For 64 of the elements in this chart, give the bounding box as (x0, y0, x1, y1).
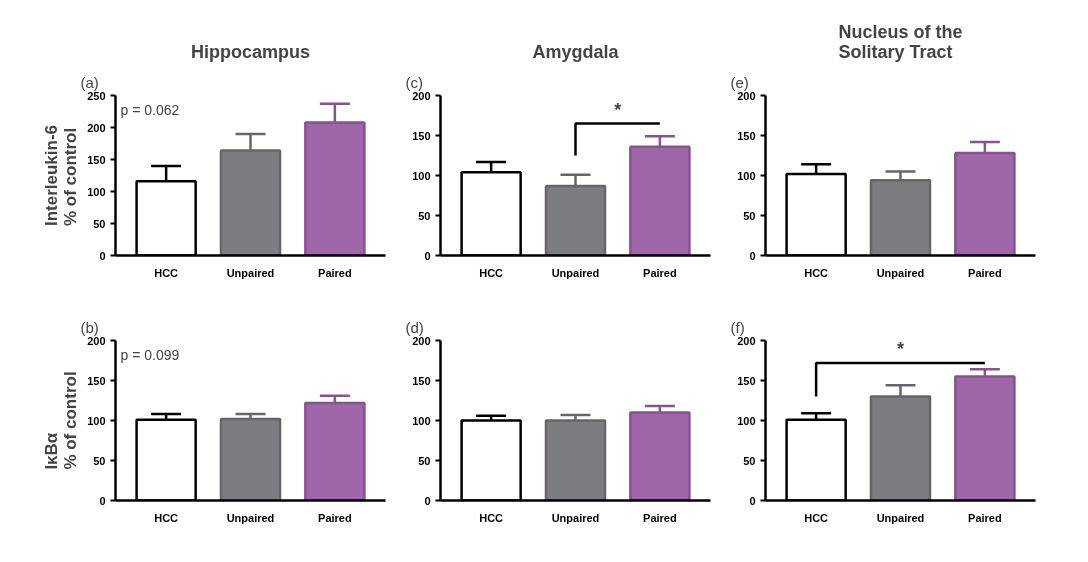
chart-subtitle: (c) (405, 73, 423, 91)
chart-subtitle: (d) (405, 318, 424, 336)
y-axis-title: IκBα % of control (41, 371, 80, 470)
y-tick-label: 0 (749, 249, 756, 262)
y-tick-label: 50 (743, 454, 756, 467)
y-tick-label: 50 (418, 209, 431, 222)
y-tick-label: 150 (87, 374, 106, 387)
x-tick-label: Paired (318, 511, 352, 524)
x-tick-label: Unpaired (551, 511, 600, 524)
x-tick-label: Unpaired (876, 266, 925, 279)
y-tick-label: 250 (87, 89, 106, 102)
x-tick-label: Paired (643, 511, 677, 524)
y-tick-label: 100 (737, 169, 756, 182)
x-tick-label: HCC (804, 266, 829, 279)
y-tick-label: 100 (87, 185, 106, 198)
y-tick-label: 0 (99, 249, 106, 262)
x-tick-label: HCC (154, 511, 179, 524)
y-tick-label: 50 (93, 217, 106, 230)
y-tick-label: 100 (412, 169, 431, 182)
chart-title: Amygdala (532, 41, 620, 62)
chart-title: Nucleus of the Solitary Tract (838, 21, 963, 62)
y-tick-label: 0 (99, 494, 106, 507)
y-tick-label: 150 (412, 129, 431, 142)
annotation: p = 0.099 (120, 346, 180, 363)
x-tick-label: HCC (479, 266, 504, 279)
y-tick-label: 100 (412, 414, 431, 427)
y-tick-label: 100 (737, 414, 756, 427)
chart-subtitle: (a) (80, 73, 99, 91)
chart-title: Hippocampus (190, 41, 311, 62)
x-tick-label: Unpaired (226, 266, 275, 279)
y-tick-label: 200 (87, 334, 106, 347)
x-tick-label: Unpaired (226, 511, 275, 524)
x-tick-label: HCC (154, 266, 179, 279)
x-tick-label: Paired (968, 511, 1002, 524)
annotation: p = 0.062 (120, 101, 180, 118)
x-tick-label: Paired (643, 266, 677, 279)
y-tick-label: 50 (418, 454, 431, 467)
annotation: * (897, 338, 905, 359)
y-tick-label: 0 (424, 249, 431, 262)
x-tick-label: HCC (804, 511, 829, 524)
y-tick-label: 200 (737, 89, 756, 102)
y-tick-label: 0 (749, 494, 756, 507)
y-tick-label: 150 (412, 374, 431, 387)
y-tick-label: 100 (87, 414, 106, 427)
annotation: * (614, 99, 622, 120)
y-tick-label: 200 (412, 334, 431, 347)
x-tick-label: Unpaired (551, 266, 600, 279)
y-tick-label: 150 (737, 129, 756, 142)
y-axis-title: Interleukin-6 % of control (41, 124, 80, 227)
y-tick-label: 200 (737, 334, 756, 347)
chart-subtitle: (e) (730, 73, 749, 91)
chart-subtitle: (f) (730, 318, 745, 336)
x-tick-label: Paired (318, 266, 352, 279)
y-tick-label: 150 (737, 374, 756, 387)
y-tick-label: 200 (87, 121, 106, 134)
y-tick-label: 50 (93, 454, 106, 467)
x-tick-label: Paired (968, 266, 1002, 279)
y-tick-label: 200 (412, 89, 431, 102)
y-tick-label: 0 (424, 494, 431, 507)
y-tick-label: 150 (87, 153, 106, 166)
x-tick-label: HCC (479, 511, 504, 524)
chart-subtitle: (b) (80, 318, 99, 336)
x-tick-label: Unpaired (876, 511, 925, 524)
y-tick-label: 50 (743, 209, 756, 222)
